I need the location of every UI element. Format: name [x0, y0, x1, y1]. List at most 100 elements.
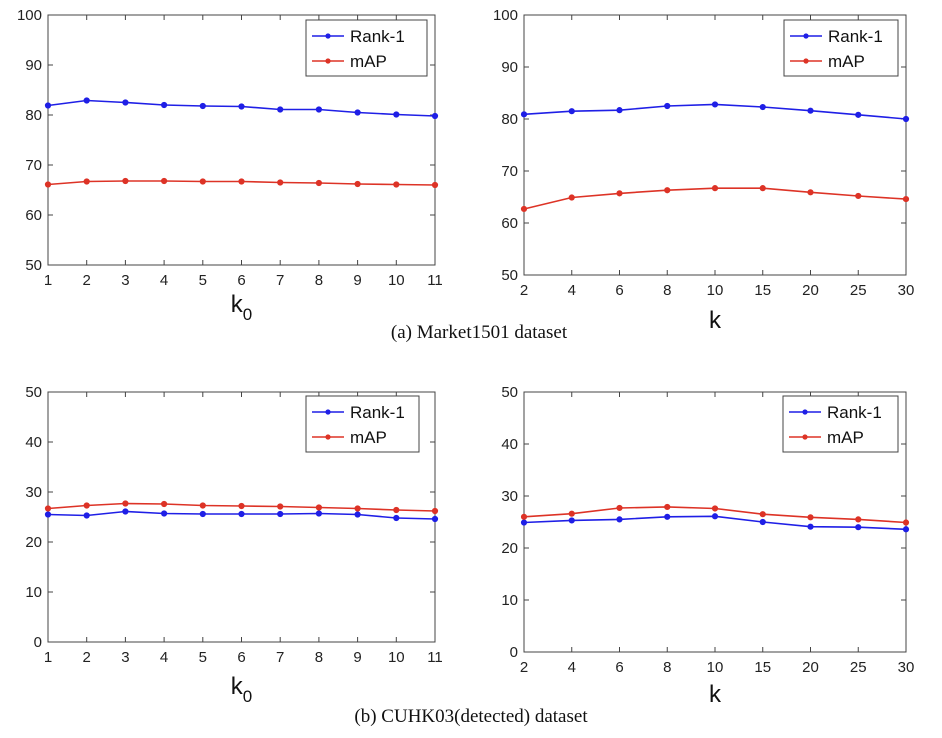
data-point-rank-1: [315, 510, 322, 517]
x-tick-label: 3: [121, 649, 129, 666]
data-point-map: [902, 519, 910, 526]
x-tick-label: 4: [160, 272, 168, 289]
data-point-map: [44, 505, 52, 512]
data-point-map: [238, 502, 245, 510]
data-point-rank-1: [83, 97, 90, 104]
data-point-map: [855, 516, 862, 523]
legend-swatch-marker: [325, 33, 331, 39]
x-tick-label: 5: [199, 649, 207, 666]
data-point-rank-1: [664, 513, 671, 520]
x-tick-label: 6: [237, 649, 245, 666]
series-line-map: [523, 187, 907, 210]
x-axis-label: k0: [231, 673, 252, 706]
data-point-map: [161, 500, 168, 508]
legend-swatch-marker: [803, 58, 809, 64]
data-point-map: [238, 178, 245, 185]
x-tick-label: 8: [315, 649, 323, 666]
data-point-rank-1: [199, 510, 206, 518]
data-point-rank-1: [711, 101, 719, 108]
y-tick-label: 50: [501, 267, 518, 284]
data-point-map: [83, 502, 90, 509]
y-tick-label: 70: [501, 163, 518, 180]
y-tick-label: 60: [25, 207, 42, 224]
x-tick-label: 7: [276, 272, 284, 289]
x-tick-label: 8: [663, 659, 671, 676]
legend-box: [305, 395, 420, 453]
data-point-rank-1: [759, 103, 766, 111]
data-point-map: [616, 504, 623, 512]
legend-swatch-marker: [802, 434, 808, 440]
data-point-map: [393, 506, 400, 514]
data-point-map: [199, 178, 206, 185]
x-axis-label: k: [709, 681, 722, 708]
data-point-map: [711, 505, 719, 512]
data-point-map: [568, 194, 575, 201]
data-point-map: [759, 185, 766, 192]
legend-swatch-marker: [325, 58, 331, 64]
data-point-rank-1: [44, 511, 52, 518]
x-tick-label: 9: [353, 272, 361, 289]
data-point-map: [122, 500, 129, 507]
data-point-map: [315, 179, 322, 187]
x-tick-label: 1: [44, 272, 52, 289]
y-tick-label: 0: [34, 634, 42, 651]
x-tick-label: 30: [898, 659, 915, 676]
data-point-rank-1: [315, 106, 322, 113]
data-point-map: [431, 181, 439, 189]
legend-label: mAP: [828, 52, 865, 71]
legend-box: [783, 19, 899, 77]
y-tick-label: 30: [501, 488, 518, 505]
data-point-map: [616, 190, 623, 197]
x-tick-label: 8: [663, 282, 671, 299]
data-point-rank-1: [44, 102, 52, 109]
legend-label: Rank-1: [828, 27, 883, 46]
y-tick-label: 50: [25, 257, 42, 274]
x-axis-label: k0: [231, 291, 252, 324]
data-point-rank-1: [568, 108, 575, 115]
data-point-rank-1: [616, 107, 623, 114]
x-tick-label: 25: [850, 282, 867, 299]
x-tick-label: 25: [850, 659, 867, 676]
data-point-rank-1: [122, 508, 129, 515]
x-tick-label: 10: [707, 659, 724, 676]
data-point-rank-1: [238, 510, 245, 518]
y-tick-label: 50: [501, 384, 518, 401]
data-point-rank-1: [431, 112, 439, 120]
y-tick-label: 80: [501, 111, 518, 128]
data-point-map: [711, 185, 719, 192]
x-tick-label: 4: [568, 659, 576, 676]
data-point-map: [354, 180, 361, 188]
data-point-map: [83, 178, 90, 185]
y-tick-label: 10: [25, 584, 42, 601]
data-point-rank-1: [664, 102, 671, 110]
x-tick-label: 10: [388, 649, 405, 666]
x-axis-label: k: [709, 307, 722, 334]
data-point-map: [277, 179, 284, 186]
chart-cuhk03-k0: 0 10 20 30 40 50 1 2 3 4 5 6 7 8 9 10 11 k0 Rank-1 mAP: [25, 384, 442, 706]
data-point-rank-1: [807, 523, 814, 530]
legend-swatch-marker: [325, 409, 331, 415]
x-tick-label: 9: [353, 649, 361, 666]
y-tick-label: 100: [493, 7, 518, 24]
data-point-rank-1: [199, 102, 206, 110]
y-tick-label: 100: [17, 7, 42, 24]
caption-market1501: (a) Market1501 dataset: [391, 322, 568, 343]
chart-market1501-k: 50 60 70 80 90 100 2 4 6 8 10 15 20 25 30 k Rank-1 mAP: [493, 7, 914, 334]
y-tick-label: 50: [25, 384, 42, 401]
legend-box: [305, 19, 428, 77]
data-point-map: [315, 504, 322, 511]
x-tick-label: 10: [388, 272, 405, 289]
x-tick-label: 3: [121, 272, 129, 289]
x-tick-label: 6: [615, 282, 623, 299]
y-tick-label: 0: [510, 644, 518, 661]
data-point-rank-1: [277, 106, 284, 113]
data-point-rank-1: [616, 516, 623, 523]
x-tick-label: 15: [754, 659, 771, 676]
data-point-map: [520, 513, 528, 520]
data-point-map: [393, 181, 400, 188]
data-point-map: [807, 189, 814, 196]
x-tick-label: 20: [802, 282, 819, 299]
x-tick-label: 6: [615, 659, 623, 676]
legend-label: mAP: [350, 428, 387, 447]
legend-label: Rank-1: [350, 403, 405, 422]
